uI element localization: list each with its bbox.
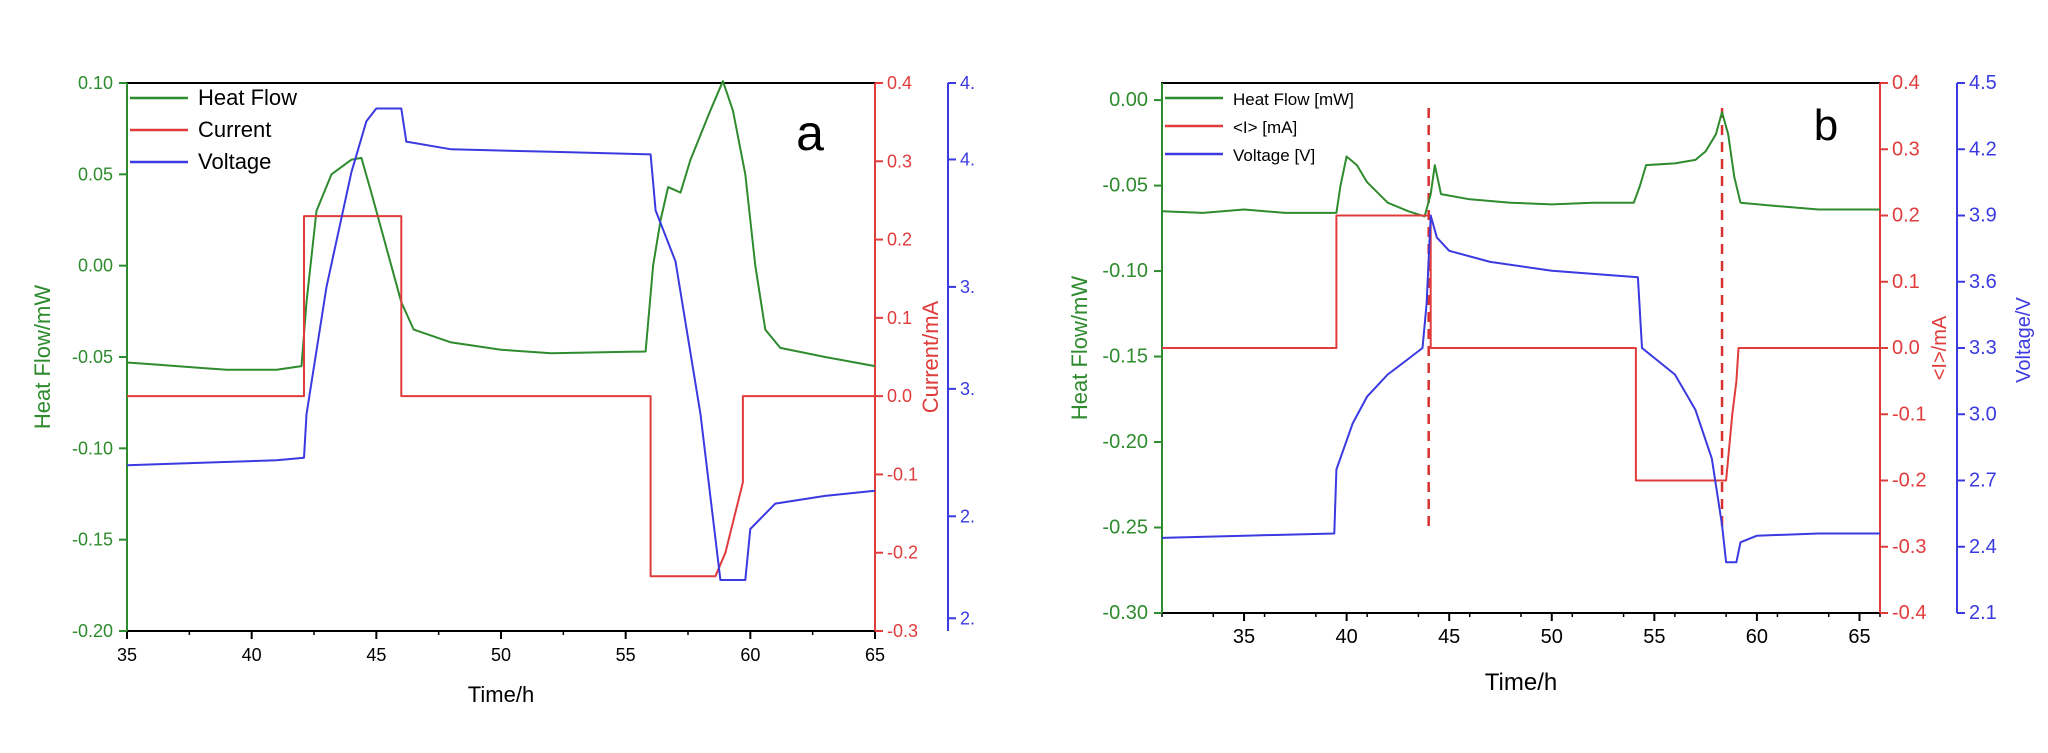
legend-label: <I> [mA] xyxy=(1233,118,1297,137)
y-current-tick-label: -0.1 xyxy=(1892,403,1926,425)
x-tick-label: 40 xyxy=(1336,626,1358,648)
series-line-voltage xyxy=(126,107,876,581)
x-tick-label: 35 xyxy=(1233,626,1255,648)
y-current-tick-label: 0.2 xyxy=(887,230,912,250)
y-voltage-tick-label: 4.2 xyxy=(1969,138,1997,160)
data-series-group xyxy=(126,80,876,581)
axis-ticks: 35 40 45 50 55 60 65 0.10 0.05 0.00 -0.05 -0.10 -0.1… xyxy=(72,73,975,665)
y-left-tick-label: 0.10 xyxy=(78,73,113,93)
y-voltage-tick-label: 2. xyxy=(960,608,975,628)
axis-ticks: 35 40 45 50 55 60 65 0.00 -0.05 -0.10 -0.15 -0.20 -0… xyxy=(1102,72,1996,648)
y-left-tick-label: -0.30 xyxy=(1102,602,1148,624)
y-voltage-tick-label: 3.3 xyxy=(1969,337,1997,359)
y-current-tick-label: 0.0 xyxy=(887,386,912,406)
legend-label: Current xyxy=(198,117,271,142)
x-tick-label: 45 xyxy=(1438,626,1460,648)
y-voltage-tick-label: 3.9 xyxy=(1969,205,1997,227)
y-voltage-tick-label: 4. xyxy=(960,149,975,169)
y-voltage-tick-label: 4.5 xyxy=(1969,72,1997,94)
legend-label: Heat Flow [mW] xyxy=(1233,90,1354,109)
y-voltage-tick-label: 2. xyxy=(960,506,975,526)
y-voltage-tick-label: 3.6 xyxy=(1969,271,1997,293)
legend-label: Voltage xyxy=(198,149,271,174)
x-tick-label: 65 xyxy=(865,645,885,665)
x-tick-label: 45 xyxy=(366,645,386,665)
y-current-tick-label: 0.3 xyxy=(887,151,912,171)
y-current-tick-label: 0.1 xyxy=(887,308,912,328)
y-current-tick-label: 0.3 xyxy=(1892,138,1920,160)
y-left-tick-label: 0.05 xyxy=(78,164,113,184)
y-current-tick-label: -0.4 xyxy=(1892,602,1926,624)
x-axis-label: Time/h xyxy=(1485,669,1557,696)
y-current-tick-label: -0.3 xyxy=(1892,536,1926,558)
y-left-tick-label: 0.00 xyxy=(78,256,113,276)
y-left-tick-label: -0.20 xyxy=(72,621,113,641)
series-line-current xyxy=(1162,214,1880,482)
x-tick-label: 40 xyxy=(242,645,262,665)
panel-label: a xyxy=(796,105,824,161)
x-tick-label: 50 xyxy=(491,645,511,665)
x-tick-label: 35 xyxy=(117,645,137,665)
y-current-tick-label: 0.1 xyxy=(1892,271,1920,293)
y-axis-label-voltage: Voltage/V xyxy=(2013,297,2035,383)
y-left-tick-label: -0.05 xyxy=(72,347,113,367)
y-current-tick-label: -0.1 xyxy=(887,464,918,484)
series-line-left xyxy=(1161,111,1880,218)
panel-label: b xyxy=(1814,101,1838,150)
y-axis-label-current: <I>/mA xyxy=(1929,315,1951,380)
y-voltage-tick-label: 4. xyxy=(960,73,975,93)
legend: Heat Flow [mW] <I> [mA] Voltage [V] xyxy=(1165,90,1354,165)
y-left-tick-label: -0.10 xyxy=(72,438,113,458)
y-voltage-tick-label: 2.4 xyxy=(1969,536,1997,558)
x-tick-label: 55 xyxy=(616,645,636,665)
x-axis-label: Time/h xyxy=(468,682,534,707)
data-series-group xyxy=(1161,111,1880,564)
y-current-tick-label: -0.2 xyxy=(1892,470,1926,492)
x-tick-label: 60 xyxy=(1746,626,1768,648)
legend-label: Voltage [V] xyxy=(1233,146,1315,165)
y-voltage-tick-label: 3.0 xyxy=(1969,403,1997,425)
legend: Heat Flow Current Voltage xyxy=(130,85,297,174)
y-current-tick-label: 0.2 xyxy=(1892,205,1920,227)
y-current-tick-label: 0.0 xyxy=(1892,337,1920,359)
y-voltage-tick-label: 2.7 xyxy=(1969,470,1997,492)
y-axis-label-left: Heat Flow/mW xyxy=(1067,276,1092,420)
y-axis-label-left: Heat Flow/mW xyxy=(30,285,55,429)
y-voltage-tick-label: 3. xyxy=(960,277,975,297)
y-current-tick-label: -0.3 xyxy=(887,621,918,641)
y-left-tick-label: -0.15 xyxy=(72,530,113,550)
x-tick-label: 55 xyxy=(1643,626,1665,648)
series-line-current xyxy=(127,215,875,578)
y-left-tick-label: -0.25 xyxy=(1102,517,1148,539)
chart-panel-b: 35 40 45 50 55 60 65 0.00 -0.05 -0.10 -0.15 -0.20 -0… xyxy=(1067,72,2035,696)
series-line-voltage xyxy=(1161,214,1880,564)
y-left-tick-label: -0.05 xyxy=(1102,175,1148,197)
x-tick-label: 65 xyxy=(1848,626,1870,648)
y-left-tick-label: -0.20 xyxy=(1102,431,1148,453)
x-tick-label: 50 xyxy=(1541,626,1563,648)
y-voltage-tick-label: 3. xyxy=(960,379,975,399)
chart-panel-a: 35 40 45 50 55 60 65 0.10 0.05 0.00 -0.05 -0.10 -0.1… xyxy=(30,73,975,707)
y-current-tick-label: -0.2 xyxy=(887,543,918,563)
y-current-tick-label: 0.4 xyxy=(887,73,912,93)
y-axis-label-right: Current/mA xyxy=(918,300,943,413)
y-current-tick-label: 0.4 xyxy=(1892,72,1920,94)
y-left-tick-label: -0.10 xyxy=(1102,260,1148,282)
vertical-dashed-lines xyxy=(1427,108,1724,533)
x-tick-label: 60 xyxy=(740,645,760,665)
y-left-tick-label: -0.15 xyxy=(1102,346,1148,368)
y-left-tick-label: 0.00 xyxy=(1109,89,1148,111)
legend-label: Heat Flow xyxy=(198,85,297,110)
y-voltage-tick-label: 2.1 xyxy=(1969,602,1997,624)
series-line-left xyxy=(126,80,876,371)
